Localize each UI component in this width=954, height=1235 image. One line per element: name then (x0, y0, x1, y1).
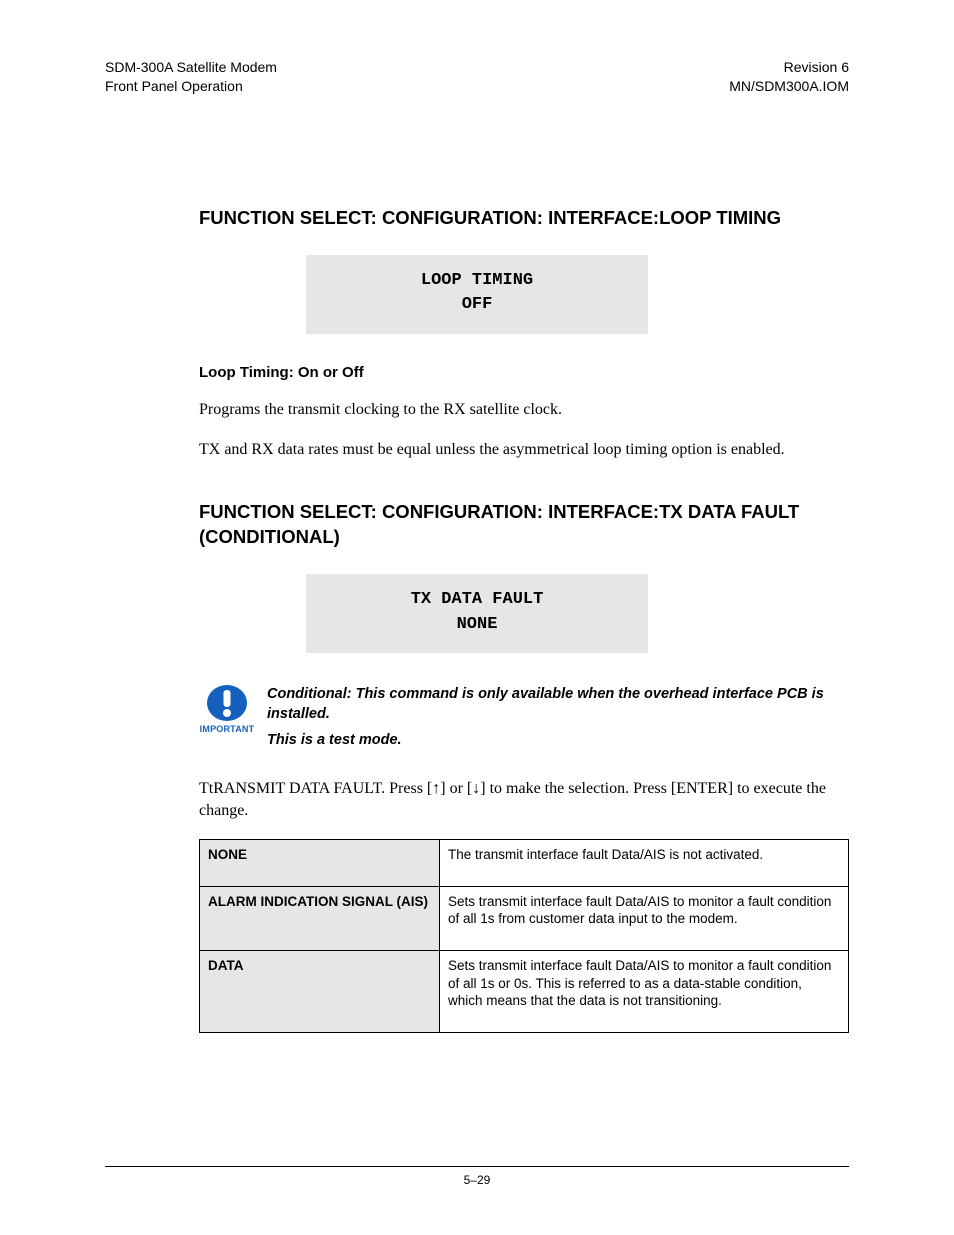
important-label: IMPORTANT (199, 724, 255, 734)
page-header: SDM-300A Satellite Modem Front Panel Ope… (105, 58, 849, 96)
lcd-line2: NONE (314, 613, 640, 638)
document-page: SDM-300A Satellite Modem Front Panel Ope… (0, 0, 954, 1235)
page-number: 5–29 (464, 1173, 491, 1187)
page-footer: 5–29 (105, 1166, 849, 1187)
instr-mid1: ] or [ (440, 780, 472, 797)
option-desc: The transmit interface fault Data/AIS is… (440, 840, 849, 887)
tx-data-fault-options-table: NONE The transmit interface fault Data/A… (199, 839, 849, 1032)
option-desc: Sets transmit interface fault Data/AIS t… (440, 886, 849, 950)
table-row: ALARM INDICATION SIGNAL (AIS) Sets trans… (200, 886, 849, 950)
note-line2: This is a test mode. (267, 731, 849, 751)
header-right: Revision 6 MN/SDM300A.IOM (729, 58, 849, 96)
lcd-line2: OFF (314, 293, 640, 318)
option-term: ALARM INDICATION SIGNAL (AIS) (200, 886, 440, 950)
important-note: IMPORTANT Conditional: This command is o… (199, 683, 849, 756)
header-docid: MN/SDM300A.IOM (729, 77, 849, 96)
lcd-line1: LOOP TIMING (314, 269, 640, 294)
option-desc: Sets transmit interface fault Data/AIS t… (440, 950, 849, 1032)
section1-subheading: Loop Timing: On or Off (199, 364, 849, 381)
important-text: Conditional: This command is only availa… (267, 683, 849, 756)
section2-heading: FUNCTION SELECT: CONFIGURATION: INTERFAC… (199, 500, 849, 550)
option-term: DATA (200, 950, 440, 1032)
table-row: DATA Sets transmit interface fault Data/… (200, 950, 849, 1032)
header-product: SDM-300A Satellite Modem (105, 58, 277, 77)
note-line1: Conditional: This command is only availa… (267, 685, 849, 724)
lcd-display-tx-data-fault: TX DATA FAULT NONE (306, 574, 648, 653)
section1-para2: TX and RX data rates must be equal unles… (199, 439, 849, 461)
section1-para1: Programs the transmit clocking to the RX… (199, 399, 849, 421)
header-section: Front Panel Operation (105, 77, 277, 96)
lcd-line1: TX DATA FAULT (314, 588, 640, 613)
lcd-display-loop-timing: LOOP TIMING OFF (306, 255, 648, 334)
important-icon (205, 683, 249, 723)
header-left: SDM-300A Satellite Modem Front Panel Ope… (105, 58, 277, 96)
section1-heading: FUNCTION SELECT: CONFIGURATION: INTERFAC… (199, 206, 849, 231)
header-revision: Revision 6 (729, 58, 849, 77)
table-row: NONE The transmit interface fault Data/A… (200, 840, 849, 887)
option-term: NONE (200, 840, 440, 887)
section2-instruction: TtRANSMIT DATA FAULT. Press [↑] or [↓] t… (199, 778, 849, 821)
instr-pre: TtRANSMIT DATA FAULT. Press [ (199, 780, 432, 797)
important-icon-wrap: IMPORTANT (199, 683, 255, 734)
